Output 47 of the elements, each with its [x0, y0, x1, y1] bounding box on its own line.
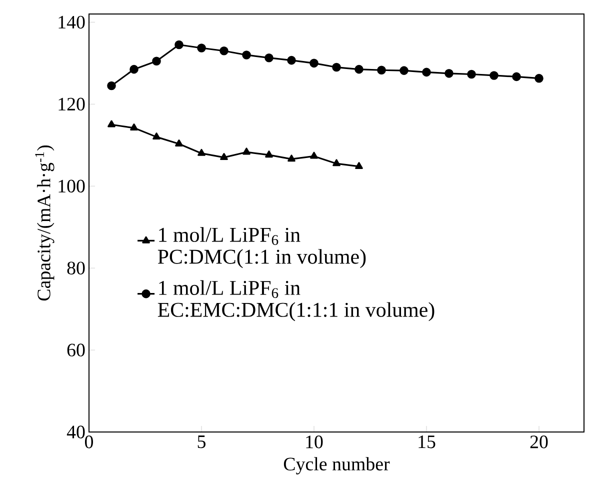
- point: [130, 124, 138, 131]
- point: [107, 81, 116, 90]
- y-tick-label: 40: [66, 426, 85, 438]
- y-tick-label: 100: [58, 180, 85, 193]
- point: [534, 74, 544, 83]
- y-tick-label: 60: [67, 344, 85, 356]
- point: [354, 64, 364, 74]
- point: [220, 153, 228, 160]
- point: [242, 50, 251, 60]
- point: [130, 64, 138, 74]
- x-tick-label: 0: [84, 436, 93, 448]
- point: [332, 159, 340, 166]
- legend-label: 1 mol/L LiPF$_{6}$ in PC:DMC(1:1 in volume): [158, 227, 366, 268]
- point: [264, 53, 274, 62]
- point: [310, 58, 318, 68]
- point: [355, 162, 363, 170]
- y-tick-label: 80: [67, 262, 85, 274]
- x-tick-label: 5: [198, 436, 206, 448]
- point: [198, 148, 206, 156]
- point: [152, 132, 160, 140]
- point: [310, 152, 318, 159]
- x-tick-label: 20: [530, 436, 548, 448]
- point: [400, 66, 408, 75]
- y-axis-title: Capacity/(mA·h·g$^{-1}$): [35, 146, 54, 301]
- point: [242, 148, 250, 155]
- point: [288, 154, 296, 162]
- point: [174, 40, 184, 50]
- x-axis-title: Cycle number: [284, 457, 390, 474]
- point: [287, 56, 296, 65]
- point: [332, 62, 341, 72]
- point: [152, 56, 161, 66]
- point: [377, 66, 386, 75]
- point: [422, 68, 431, 77]
- point: [490, 71, 498, 80]
- x-tick-label: 15: [418, 436, 436, 448]
- x-tick-label: 10: [306, 436, 323, 448]
- point: [444, 69, 454, 78]
- point: [175, 140, 183, 147]
- point: [265, 150, 273, 158]
- point: [108, 120, 116, 128]
- point: [197, 44, 206, 52]
- y-tick-label: 140: [58, 16, 85, 29]
- point: [220, 46, 228, 56]
- legend-label: 1 mol/L LiPF$_{6}$ in EC:EMC:DMC(1:1:1 in volume): [158, 280, 434, 322]
- point: [467, 70, 476, 79]
- y-tick-label: 120: [58, 98, 85, 111]
- point: [512, 72, 521, 82]
